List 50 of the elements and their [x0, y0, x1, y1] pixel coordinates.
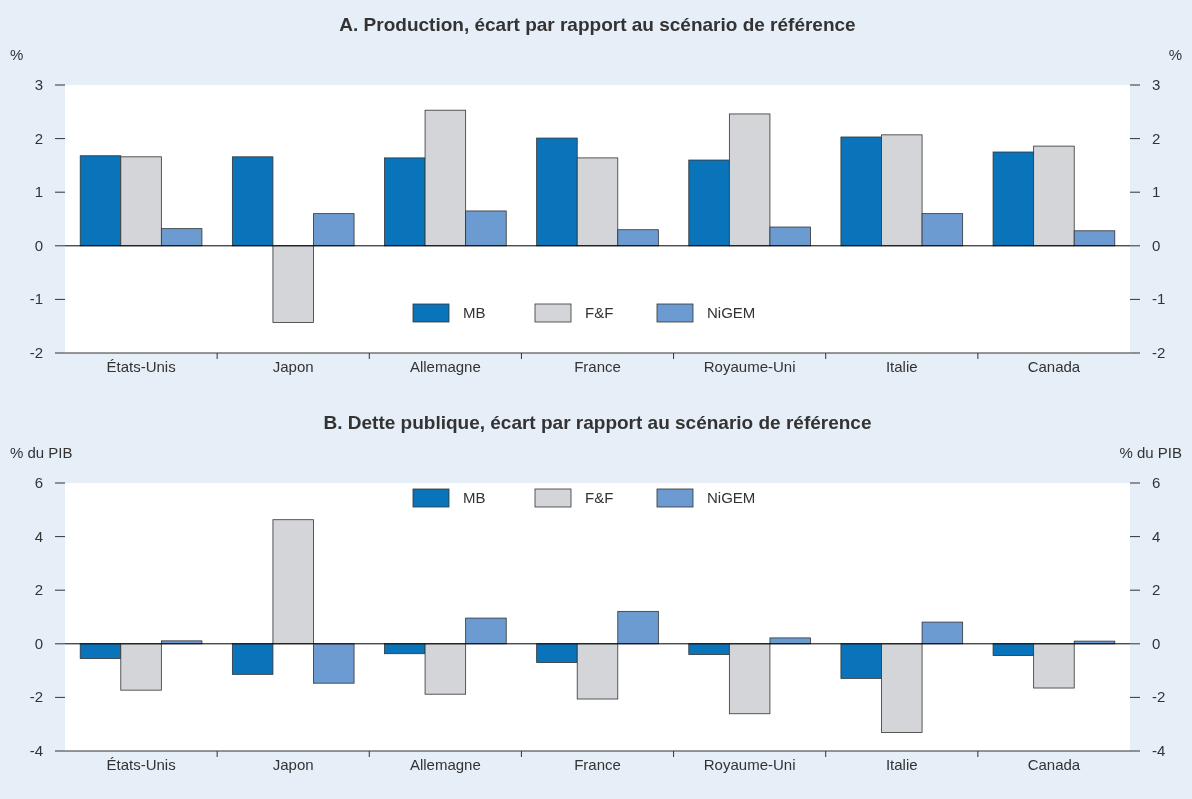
x-tick-label: Allemagne — [409, 358, 481, 375]
y-tick-label: 3 — [34, 76, 43, 93]
y2-tick-label: 4 — [1152, 527, 1161, 545]
y2-tick-label: -2 — [1152, 344, 1166, 361]
x-tick-label: États-Unis — [106, 358, 176, 375]
x-tick-label: Italie — [885, 358, 918, 375]
x-tick-label: Royaume-Uni — [703, 756, 796, 773]
y2-axis-title: % — [1168, 46, 1182, 63]
y-tick-label: -2 — [29, 688, 43, 706]
legend-label: F&F — [585, 304, 614, 321]
y-tick-label: -4 — [29, 742, 43, 759]
y-tick-label: 0 — [34, 634, 43, 652]
y-tick-label: 4 — [34, 527, 43, 545]
y2-tick-label: 6 — [1152, 474, 1161, 491]
y-tick-label: 2 — [34, 129, 43, 147]
chart-title: A. Production, écart par rapport au scénario de référence — [339, 14, 856, 35]
y2-tick-label: 2 — [1152, 581, 1161, 599]
x-tick-label: Canada — [1027, 756, 1081, 773]
y2-tick-label: 2 — [1152, 129, 1161, 147]
y2-tick-label: 1 — [1152, 183, 1161, 201]
legend-label: NiGEM — [707, 304, 756, 321]
chart-title: B. Dette publique, écart par rapport au scénario de référence — [323, 412, 872, 433]
legend-label: NiGEM — [707, 489, 756, 506]
legend-label: F&F — [585, 489, 614, 506]
y-tick-label: 0 — [34, 236, 43, 254]
x-tick-label: États-Unis — [106, 756, 176, 773]
y2-tick-label: 0 — [1152, 236, 1161, 254]
x-tick-label: Allemagne — [409, 756, 481, 773]
y-tick-label: -2 — [29, 344, 43, 361]
y2-tick-label: -4 — [1152, 742, 1166, 759]
y-tick-label: 6 — [34, 474, 43, 491]
y-tick-label: 1 — [34, 183, 43, 201]
x-tick-label: Italie — [885, 756, 918, 773]
x-tick-label: Japon — [272, 358, 314, 375]
y-axis-title: % du PIB — [10, 444, 73, 461]
x-tick-label: Japon — [272, 756, 314, 773]
y2-tick-label: 0 — [1152, 634, 1161, 652]
y-tick-label: 2 — [34, 581, 43, 599]
y2-tick-label: -2 — [1152, 688, 1166, 706]
x-tick-label: France — [574, 358, 621, 375]
legend-label: MB — [463, 489, 486, 506]
y2-tick-label: 3 — [1152, 76, 1161, 93]
x-tick-label: Royaume-Uni — [703, 358, 796, 375]
y-tick-label: -1 — [29, 290, 43, 308]
x-tick-label: France — [574, 756, 621, 773]
x-tick-label: Canada — [1027, 358, 1081, 375]
y-axis-title: % — [10, 46, 24, 63]
y2-tick-label: -1 — [1152, 290, 1166, 308]
y2-axis-title: % du PIB — [1119, 444, 1182, 461]
legend-label: MB — [463, 304, 486, 321]
